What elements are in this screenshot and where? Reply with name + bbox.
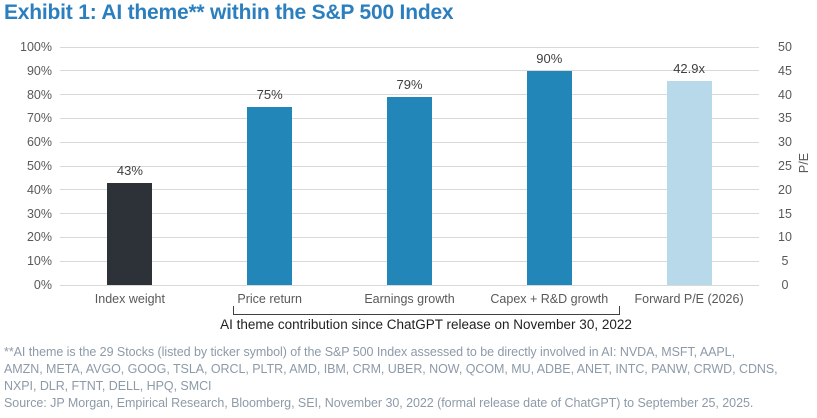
y-axis-tick-label: 90% (26, 63, 52, 78)
bar-value-label: 90% (536, 50, 563, 66)
footnote-line: AMZN, META, AVGO, GOOG, TSLA, ORCL, PLTR… (4, 362, 778, 376)
category-label: Capex + R&D growth (490, 292, 609, 306)
bar-value-label: 79% (396, 76, 423, 92)
right-axis-tick-label: 50 (778, 40, 792, 54)
right-axis-tick-label: 15 (778, 206, 792, 221)
y-axis-tick-label: 50% (26, 159, 52, 173)
right-axis-tick-label: 0 (781, 278, 789, 292)
bar-value-label: 75% (256, 86, 283, 102)
y-axis-tick-label: 70% (26, 111, 52, 126)
y-axis-tick-label: 20% (26, 230, 52, 245)
gridline (60, 284, 759, 286)
y-axis-tick-label: 60% (26, 135, 52, 150)
y-axis-tick-label: 40% (26, 182, 52, 197)
gridline (60, 70, 759, 72)
footnote-line: NXPI, DLR, FTNT, DELL, HPQ, SMCI (4, 379, 212, 393)
bar-2 (247, 106, 293, 285)
bar-3 (387, 96, 432, 285)
category-label: Earnings growth (364, 292, 455, 306)
footnote-line: **AI theme is the 29 Stocks (listed by t… (4, 345, 736, 359)
right-axis-tick-label: 20 (778, 182, 792, 197)
gridline (60, 46, 759, 48)
footnote: **AI theme is the 29 Stocks (listed by t… (4, 344, 816, 412)
right-axis-tick-label: 5 (781, 254, 789, 269)
bar-chart: P/E 100% 50 90% 45 80% 40 70% 35 60% 30 50% 25 40% 20… (20, 40, 811, 306)
category-bracket (233, 306, 620, 315)
y-axis-tick-label: 100% (20, 40, 52, 54)
category-label: Price return (237, 292, 302, 306)
bar-value-label: 43% (116, 162, 143, 178)
exhibit-title: Exhibit 1: AI theme** within the S&P 500… (4, 1, 454, 24)
right-axis-tick-label: 45 (778, 63, 792, 78)
right-axis-tick-label: 35 (778, 111, 792, 126)
y-axis-tick-label: 80% (26, 87, 52, 102)
bar-5 (666, 80, 712, 285)
bar-4 (526, 70, 572, 285)
gridline (60, 94, 759, 96)
bar-1 (107, 182, 153, 285)
right-axis-tick-label: 40 (778, 87, 792, 102)
right-axis-tick-label: 10 (778, 230, 792, 245)
right-axis-tick-label: 30 (778, 135, 792, 150)
right-axis-tick-label: 25 (778, 159, 792, 173)
y-axis-tick-label: 10% (26, 254, 52, 269)
bar-value-label: 42.9x (673, 60, 705, 76)
y-axis-tick-label: 30% (26, 206, 52, 221)
category-label: Forward P/E (2026) (634, 292, 744, 306)
y-axis-tick-label: 0% (33, 278, 52, 292)
source-line: Source: JP Morgan, Empirical Research, B… (4, 396, 754, 410)
category-label: Index weight (94, 292, 165, 306)
bracket-caption: AI theme contribution since ChatGPT rele… (220, 317, 632, 332)
